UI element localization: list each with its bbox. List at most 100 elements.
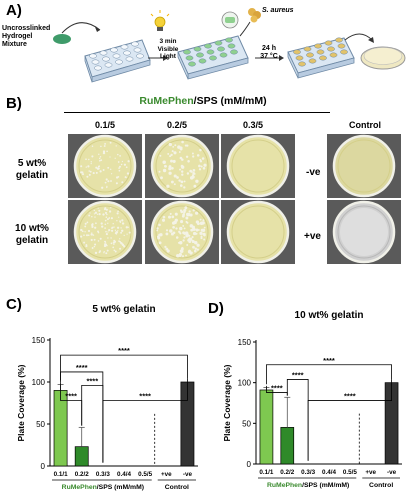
colony-dot [98, 153, 100, 156]
significance-stars: **** [65, 391, 77, 400]
well-icon [102, 56, 110, 62]
colony-dot [195, 228, 199, 232]
dish-bacterial-lawn [340, 208, 388, 256]
colony-dot [195, 211, 199, 215]
colony-dot [112, 223, 114, 225]
significance-stars: **** [118, 346, 130, 355]
well-icon [337, 43, 346, 49]
colony-dot [112, 246, 115, 249]
colony-dot [109, 141, 112, 144]
colony-dot [90, 161, 92, 163]
group-label-compound: RuMePhen [267, 482, 302, 489]
arrowhead-icon [95, 27, 100, 32]
colony-dot [119, 238, 121, 240]
significance-bracket [60, 382, 83, 426]
y-tick-label: 150 [32, 336, 46, 345]
colony-dot [185, 155, 189, 159]
colony-dot [196, 248, 199, 251]
well-icon [94, 65, 102, 71]
colony-dot [183, 180, 186, 183]
arrowhead-icon [163, 55, 168, 61]
colony-dot [104, 211, 108, 214]
colony-dot [110, 173, 113, 175]
x-tick-label: 0.5/5 [138, 471, 153, 478]
well-icon [104, 62, 113, 68]
colony-dot [94, 251, 98, 255]
colony-dot [179, 232, 182, 235]
col-header-1: 0.1/5 [94, 120, 116, 130]
colony-dot [180, 184, 183, 187]
colony-dot [89, 170, 92, 173]
x-tick-label: 0.3/3 [301, 469, 316, 476]
colony-dot [179, 249, 183, 253]
colony-dot [171, 166, 174, 170]
well-icon [329, 52, 338, 58]
arrowhead-icon [368, 37, 374, 43]
x-tick-label: -ve [387, 469, 397, 476]
x-tick-label: -ve [183, 471, 193, 478]
well-icon [133, 47, 142, 53]
dish-agar [226, 200, 290, 264]
colony-dot [118, 169, 121, 172]
plate-photos [68, 134, 401, 264]
colony-dot [165, 247, 169, 251]
colony-dot [106, 218, 109, 221]
well-icon [112, 53, 121, 59]
colony-dot [203, 163, 207, 167]
colony-dot [91, 155, 94, 158]
colony-dot [123, 245, 126, 248]
row-label-10wt-line1: 10 wt% [15, 223, 49, 234]
colony-dot [201, 228, 206, 233]
colony-dot [105, 243, 108, 246]
x-tick-label: 0.2/2 [280, 469, 295, 476]
significance-stars: **** [271, 383, 283, 392]
arrow-icon [61, 22, 101, 34]
colony-dot [180, 210, 184, 214]
colony-dot [96, 213, 99, 215]
well-icon [303, 46, 312, 52]
colony-dot [106, 249, 109, 252]
group-label-units: /SPS (mM/mM) [97, 484, 144, 491]
colony-dot [80, 165, 83, 168]
well-icon [316, 49, 325, 55]
well-icon [214, 40, 223, 46]
colony-dot [109, 168, 112, 171]
colony-dot [121, 222, 125, 225]
colony-dot [156, 229, 159, 232]
colony-dot [88, 173, 91, 176]
well-icon [89, 53, 97, 59]
well-icon [306, 52, 314, 58]
colony-dot [199, 158, 202, 161]
dish-rim [78, 205, 132, 259]
colony-dot [81, 230, 84, 233]
colony-dot [167, 152, 170, 155]
colony-dot [125, 176, 127, 179]
hydrogel-blob-icon [53, 34, 71, 44]
well-icon [99, 50, 108, 56]
colony-dot [192, 209, 195, 212]
colony-dot [104, 142, 107, 145]
colony-dot [119, 241, 121, 243]
petri-dish-4 [327, 134, 401, 198]
colony-dot [114, 240, 117, 243]
significance-stars: **** [139, 391, 151, 400]
row-label-5wt: 5 wt% gelatin [2, 158, 62, 182]
well-icon [217, 46, 225, 52]
colony-dot [106, 150, 108, 153]
row-label-5wt-line2: gelatin [15, 170, 49, 181]
significance-bracket [307, 379, 392, 461]
colony-dot [84, 231, 86, 233]
well-icon [298, 61, 306, 67]
light-label: 3 min Visible Light [153, 38, 183, 61]
colony-dot [116, 212, 119, 215]
colony-dot [103, 244, 107, 248]
colony-dot [99, 170, 102, 173]
dish-agar [150, 200, 214, 264]
colony-dot [169, 155, 172, 158]
colony-dot [110, 207, 112, 209]
colony-dot [104, 227, 106, 229]
colony-dot [186, 212, 190, 217]
colony-dot [164, 164, 167, 168]
colony-dot [114, 229, 117, 231]
colony-dot [178, 241, 183, 245]
